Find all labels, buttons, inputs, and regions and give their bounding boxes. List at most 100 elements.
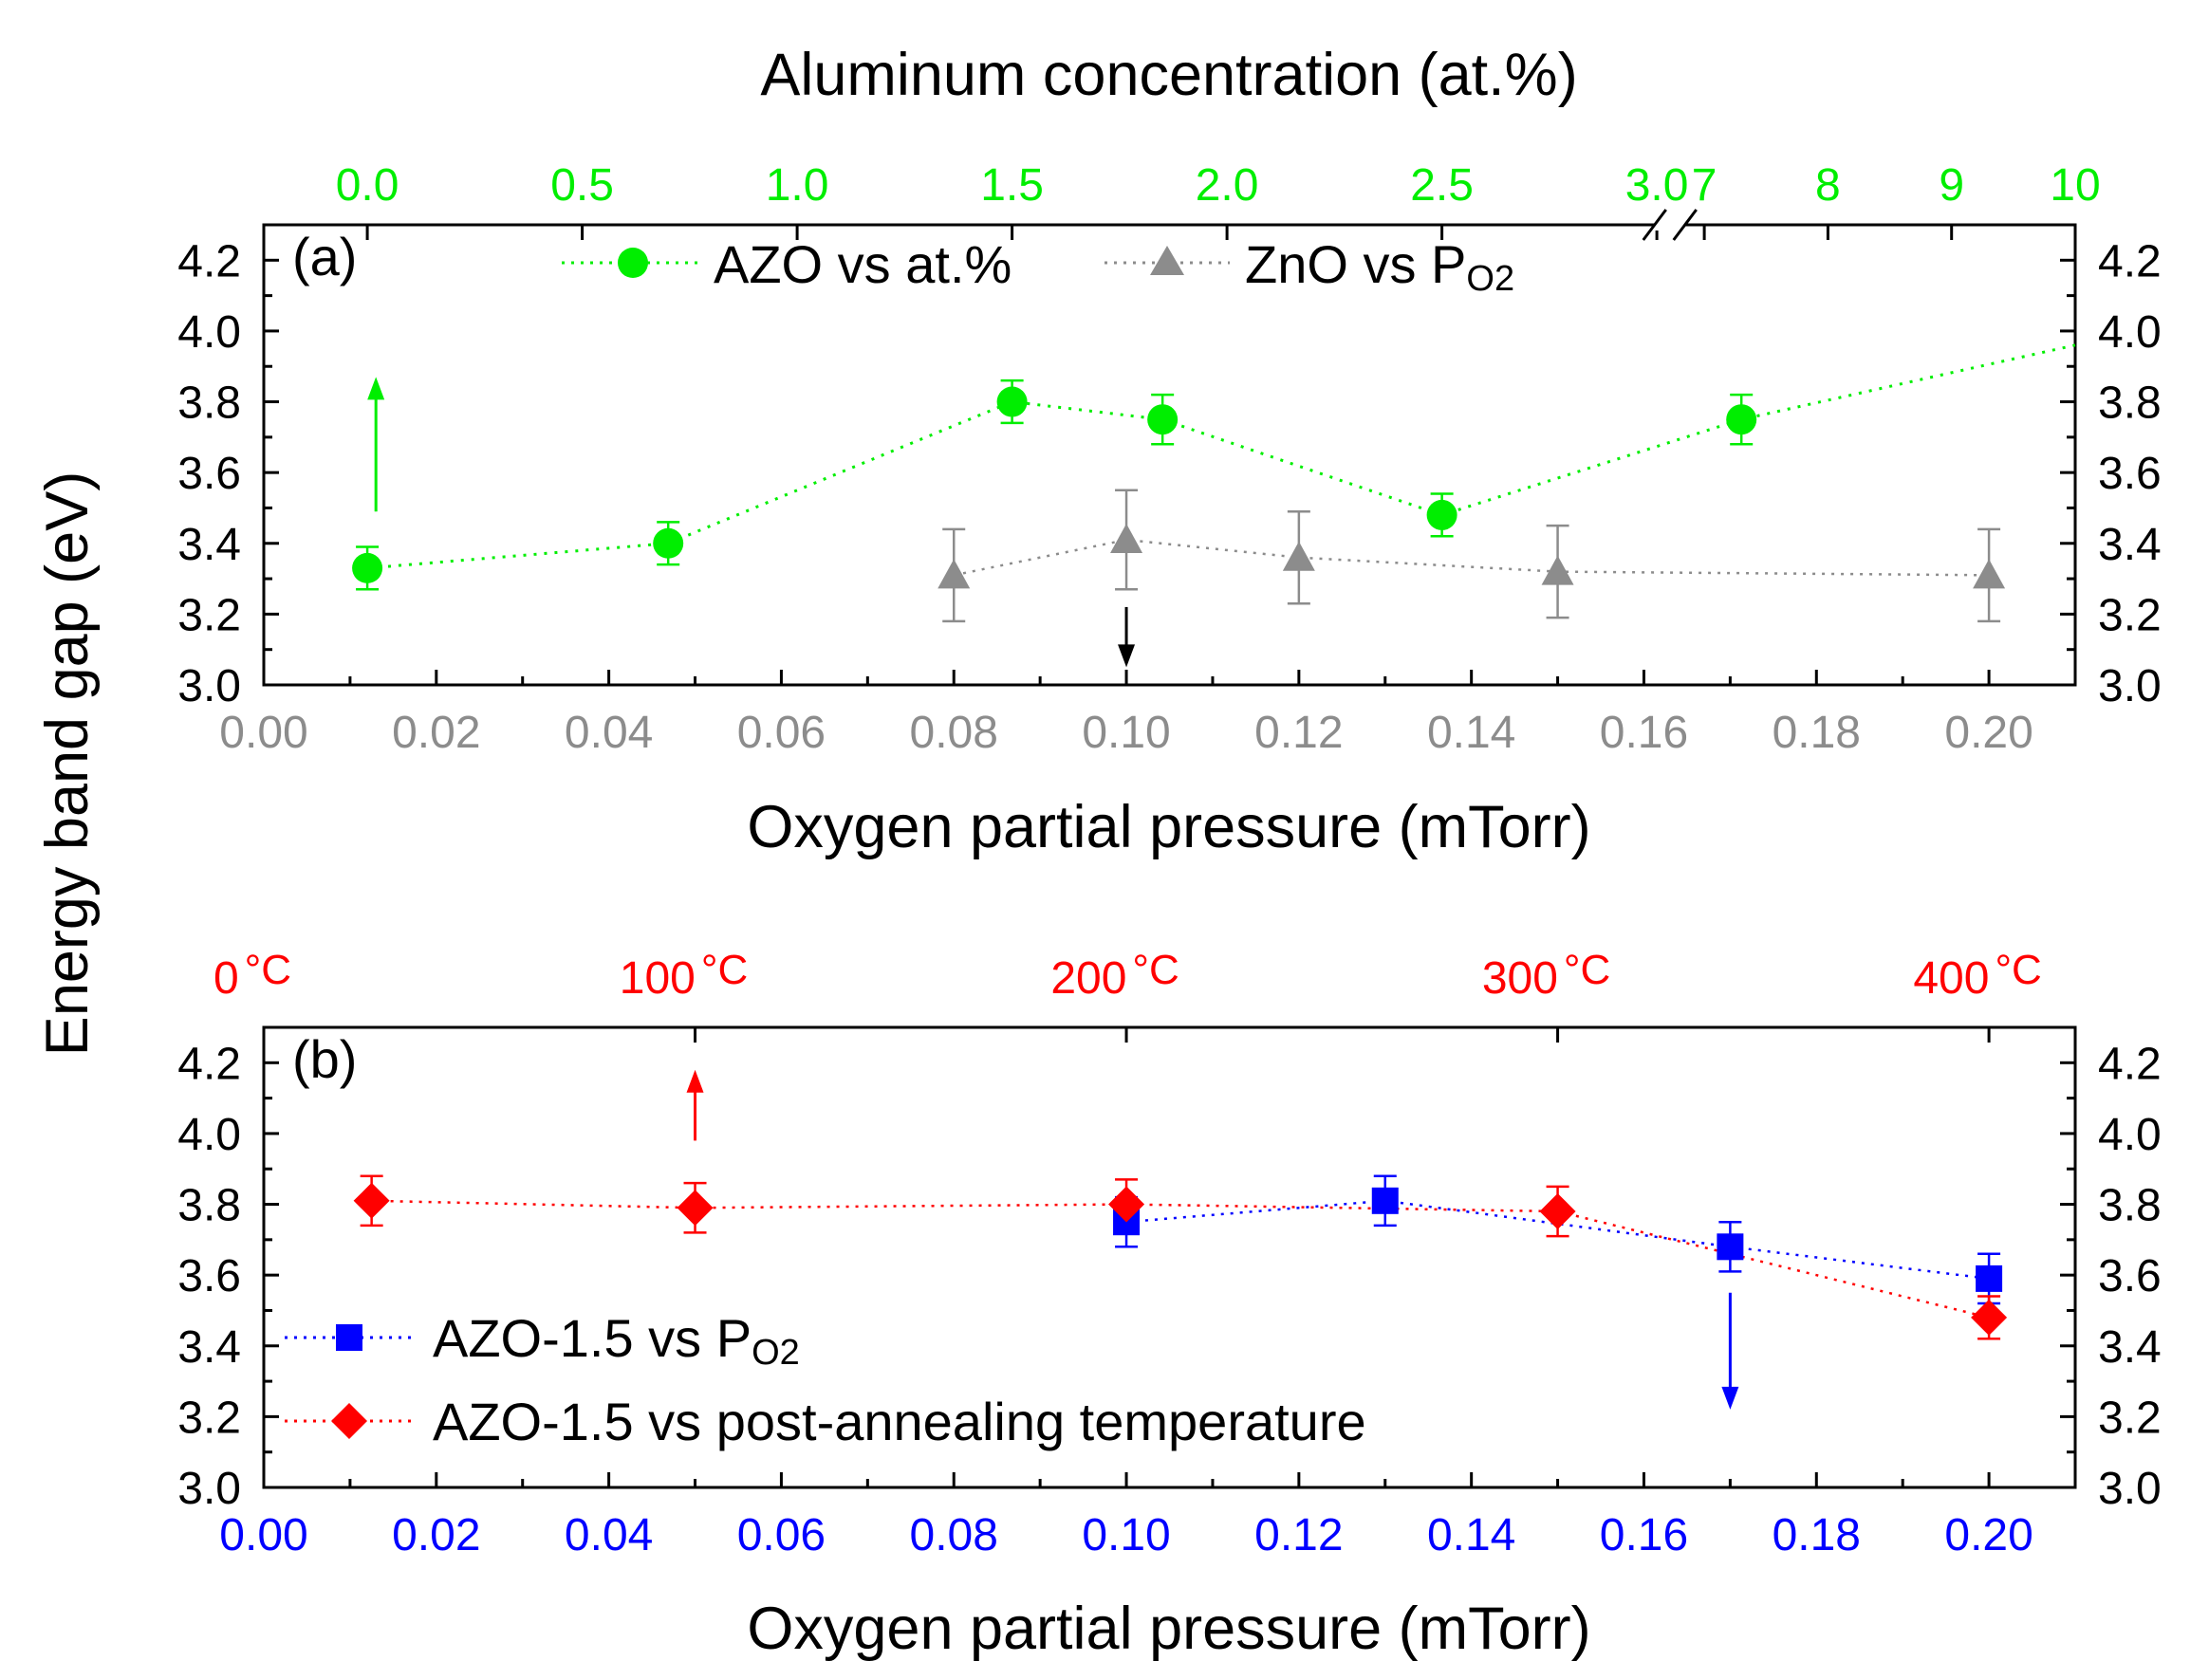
a-axis-break-gap — [1654, 219, 1685, 231]
panel-b-frame — [262, 1025, 2077, 1489]
a-top-tick-label: 2.0 — [1196, 160, 1259, 211]
b-y-tick-label-right: 3.6 — [2098, 1251, 2162, 1302]
series-azo15-po2-point — [1976, 1265, 2003, 1292]
a-y-tick-label-left: 3.4 — [177, 520, 241, 570]
a-top-tick-label: 3.0 — [1625, 160, 1689, 211]
a-y-tick-label-right: 3.6 — [2098, 449, 2162, 499]
a-y-tick-label-right: 3.8 — [2098, 378, 2162, 429]
legend-label-azo-at: AZO vs at.% — [714, 234, 1012, 294]
a-y-tick-label-left: 3.2 — [177, 590, 241, 640]
series-zno-po2-point — [1110, 524, 1143, 554]
b-y-tick-label-left: 3.4 — [177, 1322, 241, 1373]
a-y-tick-label-right: 4.2 — [2098, 236, 2162, 286]
panel-b-label: (b) — [292, 1029, 357, 1089]
b-y-tick-label-left: 4.0 — [177, 1110, 241, 1160]
a-x-tick-label: 0.06 — [737, 708, 826, 758]
a-x-tick-label: 0.16 — [1600, 708, 1688, 758]
a-y-tick-label-right: 4.0 — [2098, 307, 2162, 358]
a-x-tick-label: 0.20 — [1944, 708, 2033, 758]
b-top-tick-unit: °C — [245, 947, 291, 993]
panel-a-top-axis-title: Aluminum concentration (at.%) — [760, 42, 1577, 108]
annotation-arrow-down — [1118, 606, 1136, 668]
panel-b-legend: AZO-1.5 vs PO2 AZO-1.5 vs post-annealing… — [285, 1308, 1366, 1451]
series-azo15-temp-point — [1971, 1299, 2008, 1336]
panel-a-frame — [262, 223, 2077, 687]
a-y-tick-label-right: 3.4 — [2098, 520, 2162, 570]
a-top-tick-label: 10 — [2050, 160, 2100, 211]
a-x-tick-label: 0.04 — [565, 708, 653, 758]
b-top-tick-label: 400 °C — [1913, 947, 2041, 1004]
a-y-tick-label-right: 3.2 — [2098, 590, 2162, 640]
b-x-tick-label: 0.06 — [737, 1510, 826, 1560]
a-x-tick-label: 0.08 — [910, 708, 998, 758]
a-x-tick-label: 0.18 — [1773, 708, 1861, 758]
a-top-tick-label: 8 — [1815, 160, 1841, 211]
b-x-tick-label: 0.04 — [565, 1510, 653, 1560]
legend-marker-azo15-po2 — [336, 1324, 362, 1351]
panel-a-plot-area — [352, 343, 2076, 668]
b-x-tick-label: 0.02 — [392, 1510, 480, 1560]
b-top-tick-unit: °C — [1132, 947, 1179, 993]
series-azo-at-point — [1726, 404, 1757, 435]
a-y-tick-label-right: 3.0 — [2098, 661, 2162, 711]
legend-label-azo15-po2: AZO-1.5 vs PO2 — [433, 1308, 800, 1373]
legend-label-zno-po2: ZnO vs PO2 — [1245, 234, 1514, 299]
a-y-tick-label-left: 3.6 — [177, 449, 241, 499]
series-azo15-temp-point — [353, 1182, 390, 1219]
b-x-tick-label: 0.16 — [1600, 1510, 1688, 1560]
legend-marker-zno-po2 — [1150, 246, 1184, 275]
b-top-tick-unit: °C — [701, 947, 748, 993]
legend-marker-azo15-temp — [331, 1403, 367, 1439]
series-azo15-po2-point — [1717, 1233, 1744, 1261]
panel-a-legend: AZO vs at.% ZnO vs PO2 — [562, 234, 1514, 299]
series-zno-po2-point — [1973, 559, 2006, 589]
legend-label-zno-po2-main: ZnO vs P — [1245, 234, 1466, 294]
legend-marker-azo-at — [618, 248, 648, 278]
b-x-tick-label: 0.18 — [1773, 1510, 1861, 1560]
b-top-tick-value: 300 — [1482, 953, 1558, 1004]
panel-b: 0.00 0.02 0.04 0.06 0.08 0.10 0.12 0.14 0.16 0.18… — [177, 947, 2161, 1662]
b-top-tick-value: 400 — [1913, 953, 1989, 1004]
series-azo-at-point — [352, 552, 383, 583]
a-y-tick-label-left: 3.8 — [177, 378, 241, 429]
b-top-tick-label: 0 °C — [213, 947, 291, 1004]
a-top-tick-label: 7 — [1692, 160, 1717, 211]
a-top-tick-label: 0.5 — [550, 160, 614, 211]
a-x-tick-label: 0.00 — [219, 708, 307, 758]
b-y-tick-label-right: 3.8 — [2098, 1181, 2162, 1231]
b-y-tick-label-right: 4.2 — [2098, 1039, 2162, 1089]
series-azo-at-point — [1426, 499, 1457, 530]
b-top-tick-value: 0 — [213, 953, 239, 1004]
b-y-tick-label-right: 3.4 — [2098, 1322, 2162, 1373]
series-azo-at-point — [1147, 404, 1179, 435]
legend-label-azo15-temp: AZO-1.5 vs post-annealing temperature — [433, 1392, 1366, 1451]
b-y-tick-label-left: 3.8 — [177, 1181, 241, 1231]
b-x-tick-label: 0.00 — [219, 1510, 307, 1560]
b-y-tick-label-left: 3.6 — [177, 1251, 241, 1302]
panel-a-axes: 0.00 0.02 0.04 0.06 0.08 0.10 0.12 0.14 0.16 0.18… — [177, 160, 2161, 758]
b-y-tick-label-left: 3.0 — [177, 1464, 241, 1514]
series-zno-po2-line — [953, 538, 1990, 577]
annotation-arrow-up — [686, 1069, 704, 1141]
series-zno-po2-point — [1541, 555, 1574, 585]
b-x-tick-label: 0.08 — [910, 1510, 998, 1560]
series-azo-at-point — [653, 527, 684, 559]
series-zno-po2-point — [1282, 541, 1315, 571]
b-top-tick-label: 100 °C — [620, 947, 748, 1004]
b-x-tick-label: 0.20 — [1944, 1510, 2033, 1560]
series-azo15-temp-point — [1108, 1186, 1145, 1223]
a-x-tick-label: 0.02 — [392, 708, 480, 758]
series-azo-at-point — [996, 386, 1028, 417]
series-zno-po2-point — [937, 559, 971, 589]
b-top-tick-label: 200 °C — [1050, 947, 1179, 1004]
b-x-tick-label: 0.14 — [1427, 1510, 1515, 1560]
a-top-tick-label: 2.5 — [1410, 160, 1474, 211]
a-x-tick-label: 0.10 — [1082, 708, 1170, 758]
panel-b-bottom-axis-title: Oxygen partial pressure (mTorr) — [747, 1596, 1590, 1662]
b-top-tick-unit: °C — [1564, 947, 1610, 993]
a-axis-break-slash — [1672, 209, 1698, 241]
annotation-arrow-down — [1721, 1292, 1739, 1410]
b-top-tick-unit: °C — [1995, 947, 2041, 993]
b-y-tick-label-right: 3.0 — [2098, 1464, 2162, 1514]
